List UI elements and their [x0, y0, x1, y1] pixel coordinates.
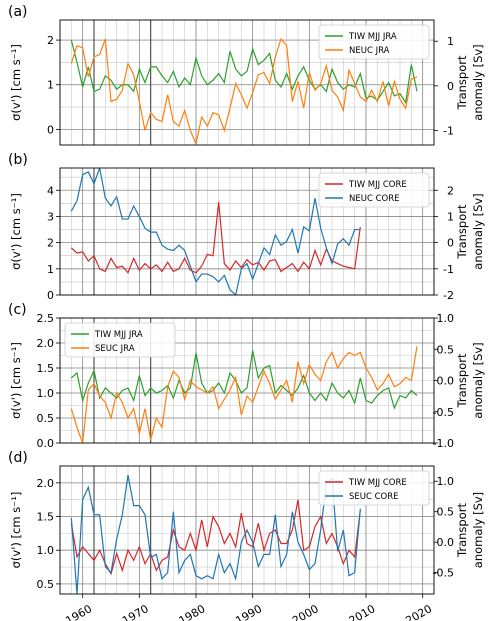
y-tick-label-right: -0.5 — [433, 406, 454, 419]
y-tick-label-right: -1 — [443, 124, 454, 137]
y-tick-label-right: -1 — [443, 263, 454, 276]
legend-box — [64, 322, 176, 358]
y-axis-label-left: σ(v') [cm s⁻¹] — [9, 193, 23, 270]
y-tick-label-left: 1.5 — [37, 511, 55, 524]
series-line-seuc-core — [70, 475, 361, 594]
x-tick-label: 2010 — [347, 602, 378, 621]
plot-frame — [59, 167, 435, 296]
y-tick-label-right: 1 — [447, 35, 454, 48]
y-tick-label-right: -0.5 — [433, 567, 454, 580]
y-axis-label-right: Transport — [455, 204, 469, 259]
y-tick-label-right: 1.0 — [437, 475, 455, 488]
y-tick-label-right: 0.5 — [437, 506, 455, 519]
y-tick-label-right: 1 — [447, 210, 454, 223]
legend-label: SEUC JRA — [95, 344, 135, 354]
legend-box — [318, 172, 430, 208]
series-line-tiw-mjj-core — [70, 499, 361, 576]
y-axis-label-left: σ(v') [cm s⁻¹] — [9, 492, 23, 569]
panel-label: (d) — [8, 450, 28, 466]
y-axis-label-left: σ(v') [cm s⁻¹] — [9, 44, 23, 121]
y-tick-label-left: 0 — [47, 123, 54, 136]
legend-box — [318, 470, 430, 506]
legend: TIW MJJ JRA NEUC JRA — [318, 24, 430, 60]
y-tick-label-left: 0.5 — [37, 412, 55, 425]
legend: TIW MJJ CORE NEUC CORE — [318, 172, 430, 208]
panel-b: 0 1 2 3 4 -2 -1 0 1 2 (b) σ(v') [cm s⁻¹] Transport an… — [8, 152, 485, 302]
y-tick-label-right: -2 — [443, 289, 454, 302]
legend-box — [318, 24, 430, 60]
y-tick-label-right: 2 — [447, 184, 454, 197]
panel-c: 0.0 0.5 1.0 1.5 2.0 2.5 -1.0 -0.5 0.0 0.5 1.0 (c) σ(… — [8, 302, 485, 450]
legend-label: SEUC CORE — [349, 492, 399, 502]
y-tick-label-right: 0 — [447, 237, 454, 250]
legend: TIW MJJ CORE SEUC CORE — [318, 470, 430, 506]
y-tick-label-right: 0.0 — [437, 536, 455, 549]
x-tick-label: 1980 — [177, 602, 208, 621]
series-line-seuc-jra — [70, 346, 418, 443]
y-tick-label-left: 3 — [47, 210, 54, 223]
y-tick-label-left: 2.0 — [37, 337, 55, 350]
panel-label: (a) — [8, 4, 28, 20]
legend: TIW MJJ JRA SEUC JRA — [64, 322, 176, 358]
legend-label: TIW MJJ CORE — [348, 478, 407, 488]
y-axis-label-right: anomaly [Sv] — [471, 342, 485, 418]
panel-a: 0 1 2 -1 0 1 (a) σ(v') [cm s⁻¹] Transport anomaly… — [8, 4, 485, 146]
legend-label: NEUC CORE — [349, 194, 400, 204]
panel-label: (b) — [8, 152, 28, 168]
x-tick-label: 1990 — [233, 602, 264, 621]
series-line-tiw-mjj-jra — [70, 350, 418, 410]
y-tick-label-left: 2.0 — [37, 477, 55, 490]
y-tick-label-left: 1.0 — [37, 387, 55, 400]
legend-label: TIW MJJ JRA — [94, 330, 143, 340]
series-line-tiw-mjj-jra — [70, 39, 418, 105]
y-axis-label-right: anomaly [Sv] — [471, 492, 485, 568]
series-line-neuc-core — [70, 168, 361, 295]
y-axis-label-left: σ(v') [cm s⁻¹] — [9, 342, 23, 419]
y-tick-label-right: -1.0 — [433, 437, 454, 450]
y-tick-label-left: 1 — [47, 263, 54, 276]
x-tick-label: 1960 — [63, 602, 94, 621]
legend-label: NEUC JRA — [349, 46, 390, 56]
legend-label: TIW MJJ JRA — [348, 32, 397, 42]
y-tick-label-left: 0.0 — [37, 437, 55, 450]
y-tick-label-left: 0.5 — [37, 578, 55, 591]
y-tick-label-left: 2.5 — [37, 312, 55, 325]
panel-label: (c) — [8, 302, 27, 318]
y-axis-label-right: anomaly [Sv] — [471, 193, 485, 269]
series-line-neuc-jra — [70, 37, 418, 145]
x-tick-label: 2000 — [290, 602, 321, 621]
y-tick-label-left: 1.0 — [37, 544, 55, 557]
y-tick-label-right: 0 — [447, 80, 454, 93]
x-tick-label: 2020 — [403, 602, 434, 621]
y-axis-label-right: Transport — [455, 353, 469, 408]
y-axis-label-right: Transport — [455, 55, 469, 110]
y-tick-label-left: 4 — [47, 184, 54, 197]
y-axis-label-right: Transport — [455, 503, 469, 558]
y-tick-label-left: 0 — [47, 289, 54, 302]
legend-label: TIW MJJ CORE — [348, 180, 407, 190]
panel-d: 0.5 1.0 1.5 2.0 -0.5 0.0 0.5 1.0 (d) σ(v') [cm s⁻… — [8, 450, 485, 621]
y-tick-label-right: 1.0 — [437, 312, 455, 325]
y-axis-label-right: anomaly [Sv] — [471, 44, 485, 120]
series-line-tiw-mjj-core — [70, 201, 361, 274]
y-tick-label-right: 0.5 — [437, 343, 455, 356]
y-tick-label-right: 0.0 — [437, 375, 455, 388]
y-tick-label-left: 1.5 — [37, 362, 55, 375]
x-tick-label: 1970 — [120, 602, 151, 621]
y-tick-label-left: 2 — [47, 237, 54, 250]
plot-frame — [59, 19, 435, 146]
plot-frame — [59, 465, 435, 595]
y-tick-label-left: 2 — [47, 34, 54, 47]
y-tick-label-left: 1 — [47, 79, 54, 92]
